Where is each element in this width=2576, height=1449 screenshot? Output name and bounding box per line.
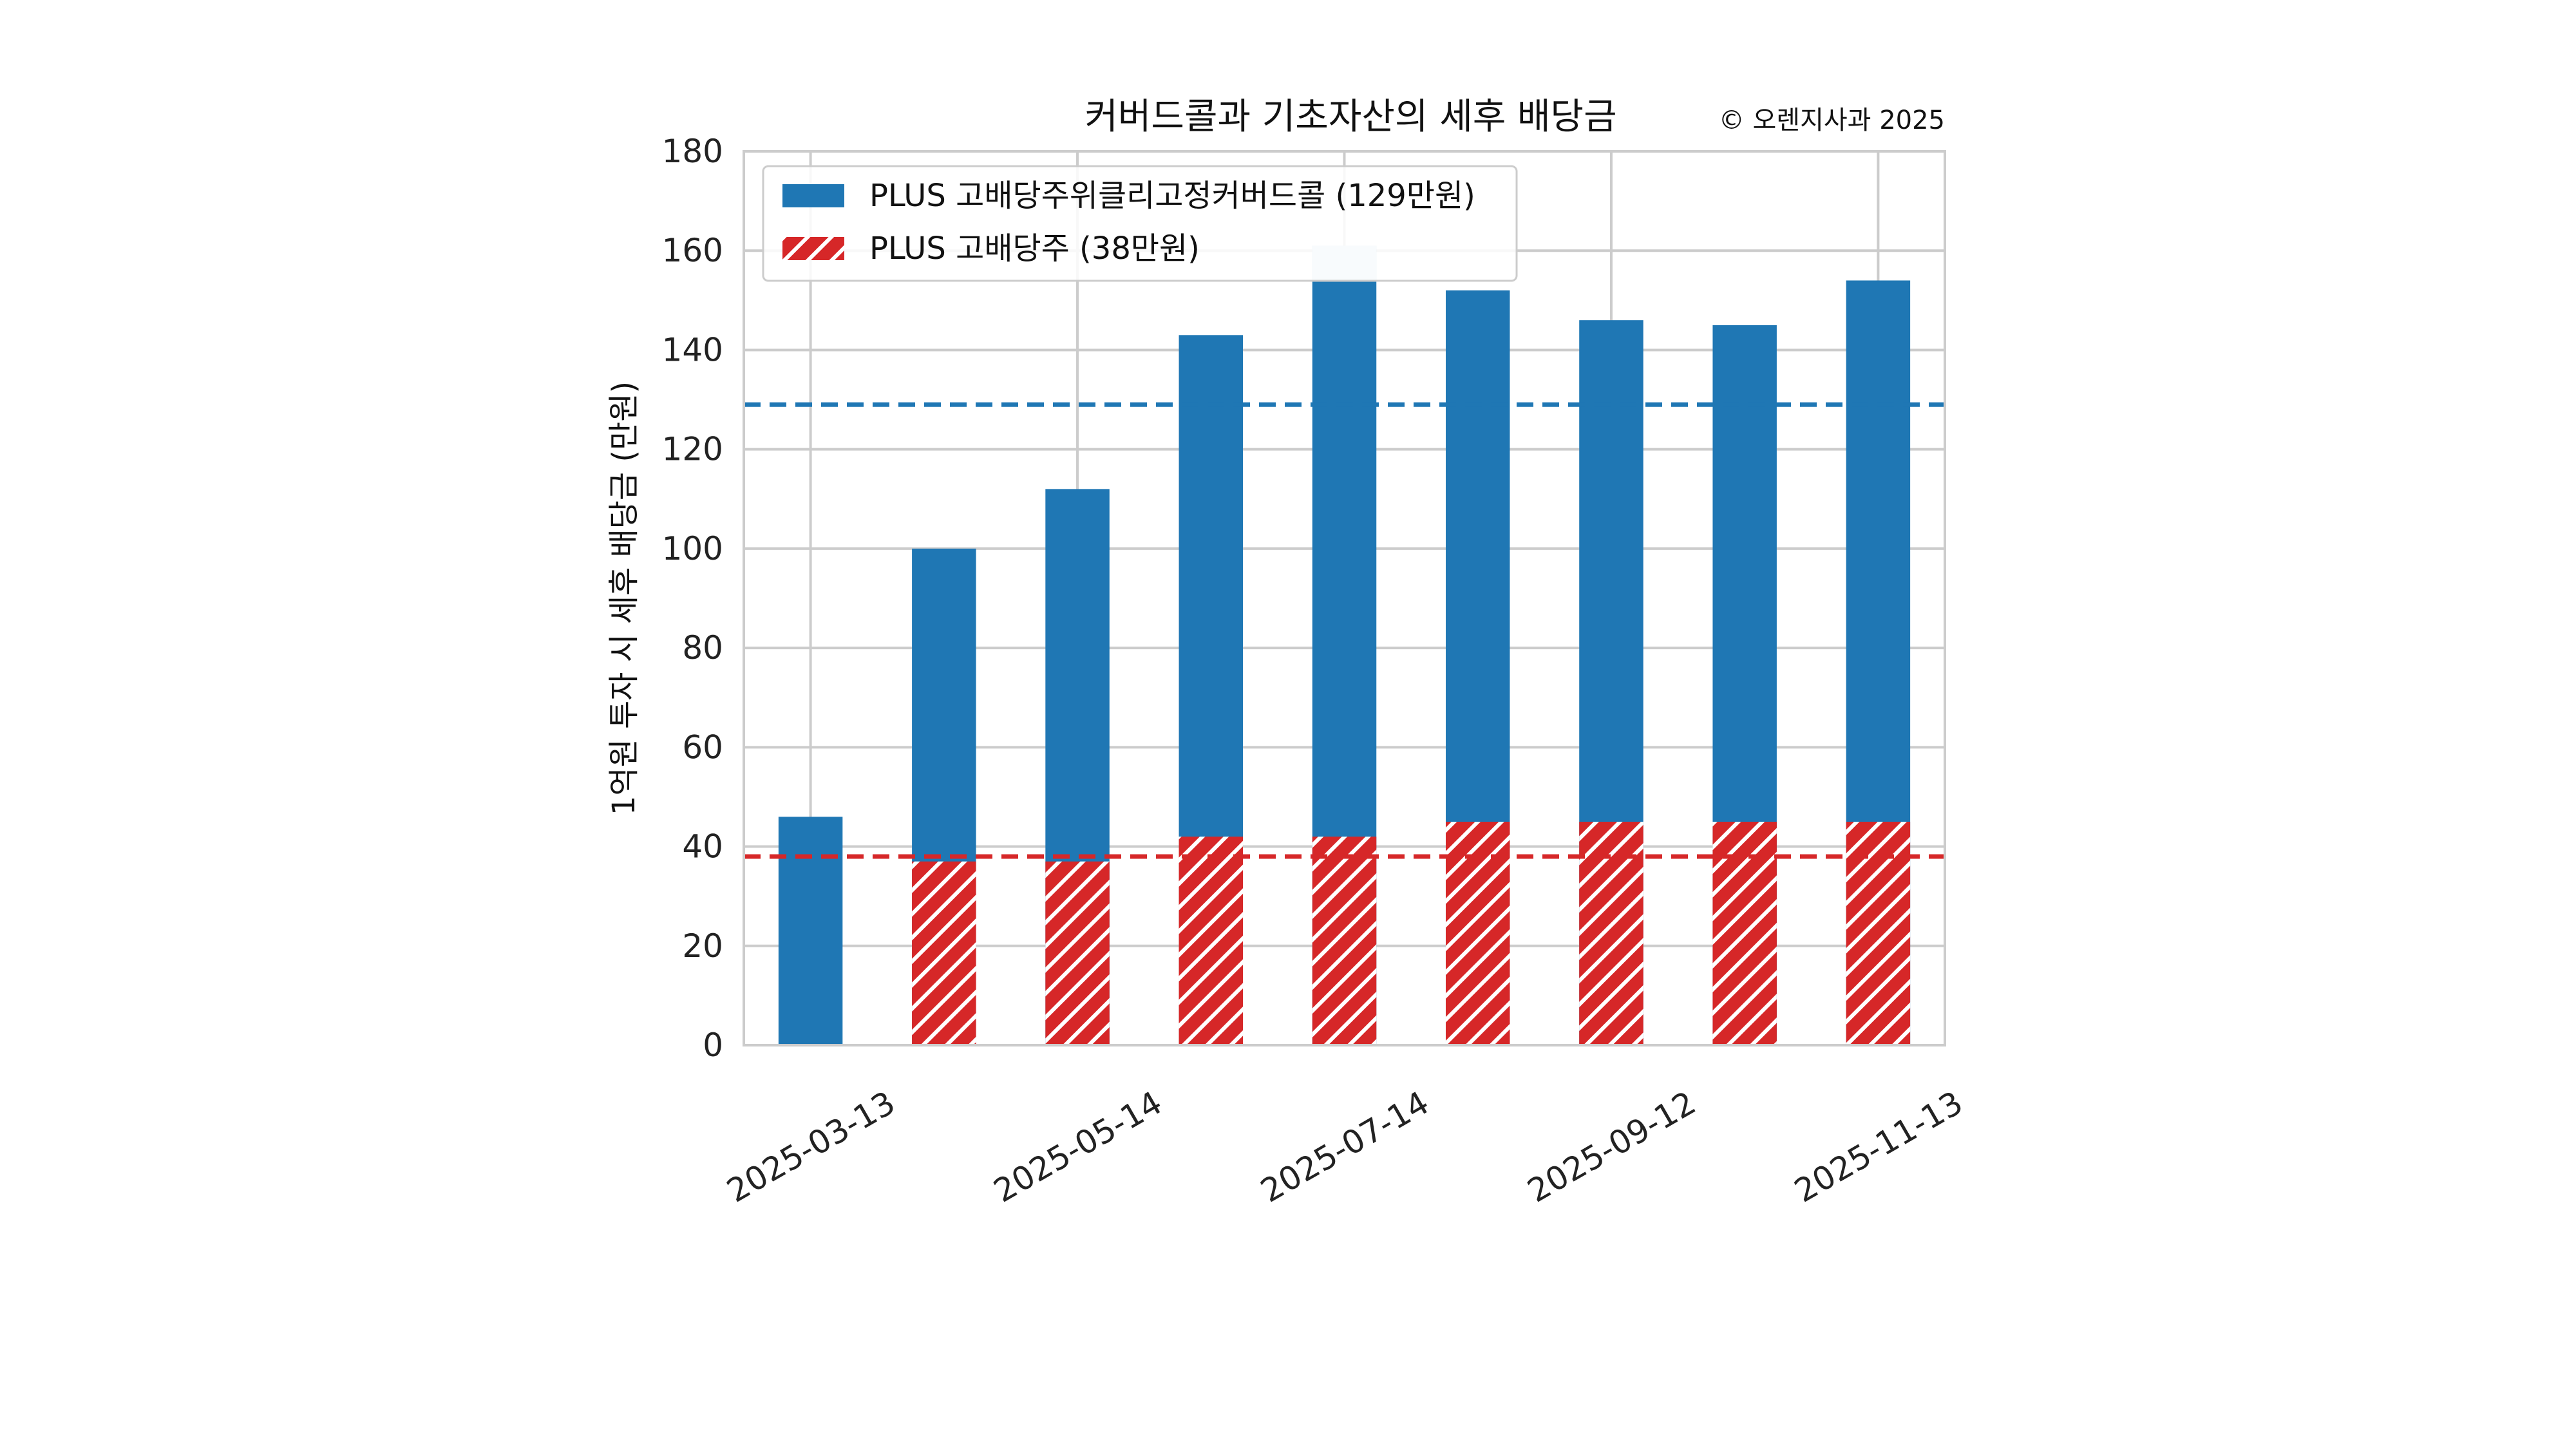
legend-box [762, 165, 1518, 282]
bar-dividend [1445, 822, 1510, 1045]
y-tick-label: 140 [662, 331, 723, 368]
bar-dividend [1579, 822, 1643, 1045]
y-tick-label: 100 [662, 530, 723, 567]
x-tick-label: 2025-11-13 [1788, 1084, 1969, 1210]
x-tick-label: 2025-05-14 [987, 1084, 1168, 1210]
y-axis-ticks: 0 20 40 60 80 100 120 140 160 180 [662, 133, 723, 1064]
bar-dividend [1712, 822, 1777, 1045]
y-tick-label: 120 [662, 431, 723, 468]
bars [778, 245, 1911, 1046]
x-tick-label: 2025-09-12 [1521, 1084, 1702, 1210]
x-tick-label: 2025-03-13 [721, 1084, 902, 1210]
bar-covered-call [778, 817, 843, 1045]
y-tick-label: 20 [682, 927, 723, 965]
legend-swatch-covered-call [782, 184, 844, 207]
x-axis-ticks: 2025-03-13 2025-05-14 2025-07-14 2025-09-12… [721, 1084, 1969, 1210]
legend: PLUS 고배당주위클리고정커버드콜 (129만원) PLUS 고배당주 (38… [762, 165, 1518, 282]
x-tick-label: 2025-07-14 [1255, 1084, 1435, 1210]
bar-dividend [1312, 837, 1377, 1045]
y-tick-label: 160 [662, 232, 723, 269]
y-tick-label: 180 [662, 133, 723, 170]
bar-dividend [1045, 861, 1110, 1045]
y-tick-label: 40 [682, 828, 723, 866]
chart-credit: © 오렌지사과 2025 [1719, 106, 1945, 135]
y-tick-label: 60 [682, 728, 723, 766]
plot-frame [743, 150, 1946, 1046]
bar-dividend [912, 861, 976, 1045]
bar-dividend [1179, 837, 1244, 1045]
y-tick-label: 80 [682, 629, 723, 667]
legend-swatch-dividend [782, 237, 844, 260]
reference-lines [744, 402, 1945, 859]
y-tick-label: 0 [703, 1027, 723, 1064]
y-axis-label: 1억원 투자 시 세후 배당금 (만원) [606, 381, 642, 815]
chart-title: 커버드콜과 기초자산의 세후 배당금 [1084, 96, 1616, 138]
bar-dividend [1846, 822, 1911, 1045]
legend-label-dividend: PLUS 고배당주 (38만원) [869, 231, 1200, 267]
legend-label-covered-call: PLUS 고배당주위클리고정커버드콜 (129만원) [869, 178, 1475, 214]
